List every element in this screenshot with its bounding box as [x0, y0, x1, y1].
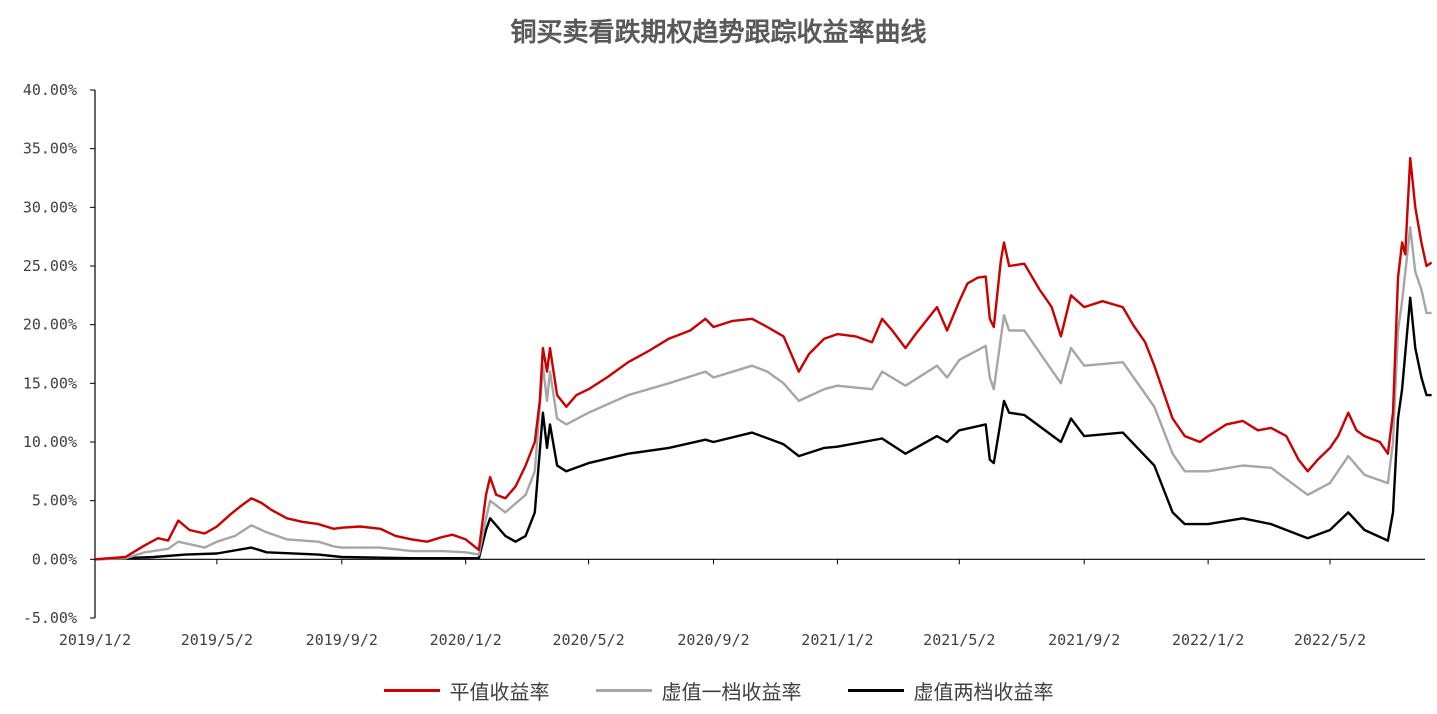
- ticks-layer: -5.00% 0.00% 5.00% 10.00% 15.00% 20.00% 25.00%…: [23, 81, 1366, 649]
- legend: 平值收益率 虚值一档收益率 虚值两档收益率: [0, 676, 1437, 705]
- legend-item-2: 虚值一档收益率: [595, 676, 802, 705]
- x-tick-label: 2022/1/2: [1172, 631, 1244, 649]
- x-tick-label: 2022/5/2: [1294, 631, 1366, 649]
- chart-title: 铜买卖看跌期权趋势跟踪收益率曲线: [510, 18, 927, 48]
- legend-swatch: [595, 689, 652, 692]
- x-tick-label: 2020/1/2: [430, 631, 502, 649]
- x-tick-label: 2020/5/2: [552, 631, 624, 649]
- x-tick-label: 2020/9/2: [677, 631, 749, 649]
- legend-item-3: 虚值两档收益率: [847, 676, 1054, 705]
- y-tick-label: 40.00%: [23, 81, 77, 99]
- x-tick-label: 2021/9/2: [1048, 631, 1120, 649]
- y-tick-label: 25.00%: [23, 257, 77, 275]
- series-line-1: [94, 156, 1433, 561]
- y-tick-label: 20.00%: [23, 316, 77, 334]
- legend-label: 虚值一档收益率: [661, 680, 802, 704]
- y-tick-label: 30.00%: [23, 198, 77, 216]
- y-tick-label: 35.00%: [23, 140, 77, 158]
- x-tick-label: 2021/1/2: [801, 631, 873, 649]
- series-layer: [94, 156, 1433, 561]
- y-tick-label: -5.00%: [23, 609, 77, 627]
- axes: [94, 90, 1425, 618]
- y-tick-label: 5.00%: [32, 492, 77, 510]
- x-tick-label: 2019/5/2: [181, 631, 253, 649]
- x-tick-label: 2019/1/2: [59, 631, 131, 649]
- y-tick-label: 0.00%: [32, 550, 77, 568]
- legend-item-1: 平值收益率: [383, 676, 550, 705]
- y-tick-label: 15.00%: [23, 374, 77, 392]
- y-tick-label: 10.00%: [23, 433, 77, 451]
- series-line-3: [94, 296, 1432, 561]
- legend-label: 虚值两档收益率: [913, 680, 1054, 704]
- legend-swatch: [383, 689, 440, 692]
- x-tick-label: 2019/9/2: [306, 631, 378, 649]
- x-tick-label: 2021/5/2: [923, 631, 995, 649]
- series-line-2: [94, 226, 1432, 561]
- legend-label: 平值收益率: [449, 680, 550, 704]
- legend-swatch: [847, 689, 904, 692]
